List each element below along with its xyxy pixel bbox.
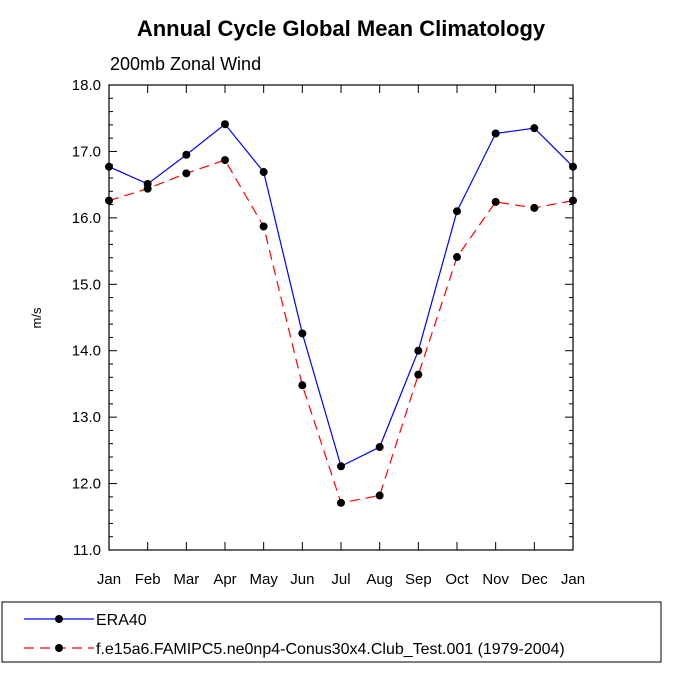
legend: ERA40 f.e15a6.FAMIPC5.ne0np4-Conus30x4.C… bbox=[1, 601, 662, 663]
x-tick-label-mar: Mar bbox=[173, 571, 199, 588]
series-layer bbox=[105, 120, 577, 507]
x-tick-label-aug: Aug bbox=[366, 571, 393, 588]
series-0-point bbox=[414, 346, 423, 355]
series-0-point bbox=[105, 162, 113, 171]
legend-box bbox=[1, 601, 662, 663]
series-1-point bbox=[182, 169, 191, 178]
y-tick-label: 15.0 bbox=[72, 276, 101, 293]
series-1-point bbox=[143, 184, 152, 193]
series-0-point bbox=[530, 124, 539, 133]
series-1-point bbox=[375, 491, 384, 500]
x-axis: Jan Feb Mar Apr May Jun Jul Aug Sep Oct Nov Dec Jan bbox=[97, 85, 585, 588]
series-1-point bbox=[453, 253, 461, 262]
series-1-point bbox=[491, 197, 500, 206]
series-0-point bbox=[453, 207, 461, 216]
x-tick-label-sep: Sep bbox=[405, 571, 432, 588]
series-1-point bbox=[414, 370, 423, 379]
y-tick-label: 18.0 bbox=[72, 77, 101, 94]
x-tick-label-jul: Jul bbox=[331, 571, 350, 588]
y-axis-label: m/s bbox=[29, 307, 44, 328]
series-1-point bbox=[569, 196, 577, 205]
y-tick-label: 16.0 bbox=[72, 210, 101, 227]
legend-label-era40: ERA40 bbox=[96, 612, 147, 629]
series-1-point bbox=[530, 203, 539, 212]
x-tick-label-apr: Apr bbox=[213, 571, 236, 588]
x-tick-label-may: May bbox=[249, 571, 278, 588]
series-line-1 bbox=[108, 159, 574, 504]
chart-title: Annual Cycle Global Mean Climatology bbox=[137, 16, 546, 41]
series-line-0 bbox=[108, 123, 574, 468]
series-0-point bbox=[298, 329, 307, 338]
x-tick-label-feb: Feb bbox=[135, 571, 161, 588]
y-tick-label: 11.0 bbox=[73, 542, 101, 559]
series-0-point bbox=[569, 162, 577, 171]
x-tick-label-jan: Jan bbox=[97, 571, 121, 588]
x-tick-label-oct: Oct bbox=[445, 571, 469, 588]
series-0-point bbox=[491, 129, 500, 138]
x-tick-label-jun: Jun bbox=[290, 571, 314, 588]
y-axis: 11.0 12.0 13.0 14.0 15.0 16.0 17.0 18.0 bbox=[72, 77, 573, 559]
series-0-point bbox=[259, 168, 268, 177]
series-0-point bbox=[375, 443, 384, 452]
series-1-point bbox=[337, 498, 345, 507]
y-tick-label: 13.0 bbox=[72, 409, 101, 426]
y-tick-label: 17.0 bbox=[72, 143, 101, 160]
legend-marker-era40 bbox=[55, 615, 63, 623]
series-0-point bbox=[182, 150, 191, 159]
plot-frame bbox=[108, 84, 574, 551]
series-1-point bbox=[221, 156, 229, 165]
plot-border bbox=[108, 84, 574, 551]
series-0-point bbox=[221, 120, 229, 129]
x-tick-label-nov: Nov bbox=[482, 571, 509, 588]
legend-label-model: f.e15a6.FAMIPC5.ne0np4-Conus30x4.Club_Te… bbox=[96, 641, 565, 658]
series-1-point bbox=[259, 222, 268, 231]
y-tick-label: 12.0 bbox=[72, 476, 101, 493]
legend-marker-model bbox=[55, 644, 63, 652]
y-tick-label: 14.0 bbox=[72, 343, 101, 360]
series-1-point bbox=[105, 196, 113, 205]
x-tick-label-jan: Jan bbox=[561, 571, 585, 588]
x-tick-label-dec: Dec bbox=[521, 571, 548, 588]
chart-subtitle: 200mb Zonal Wind bbox=[110, 54, 261, 74]
series-0-point bbox=[337, 462, 345, 471]
series-1-point bbox=[298, 381, 307, 390]
